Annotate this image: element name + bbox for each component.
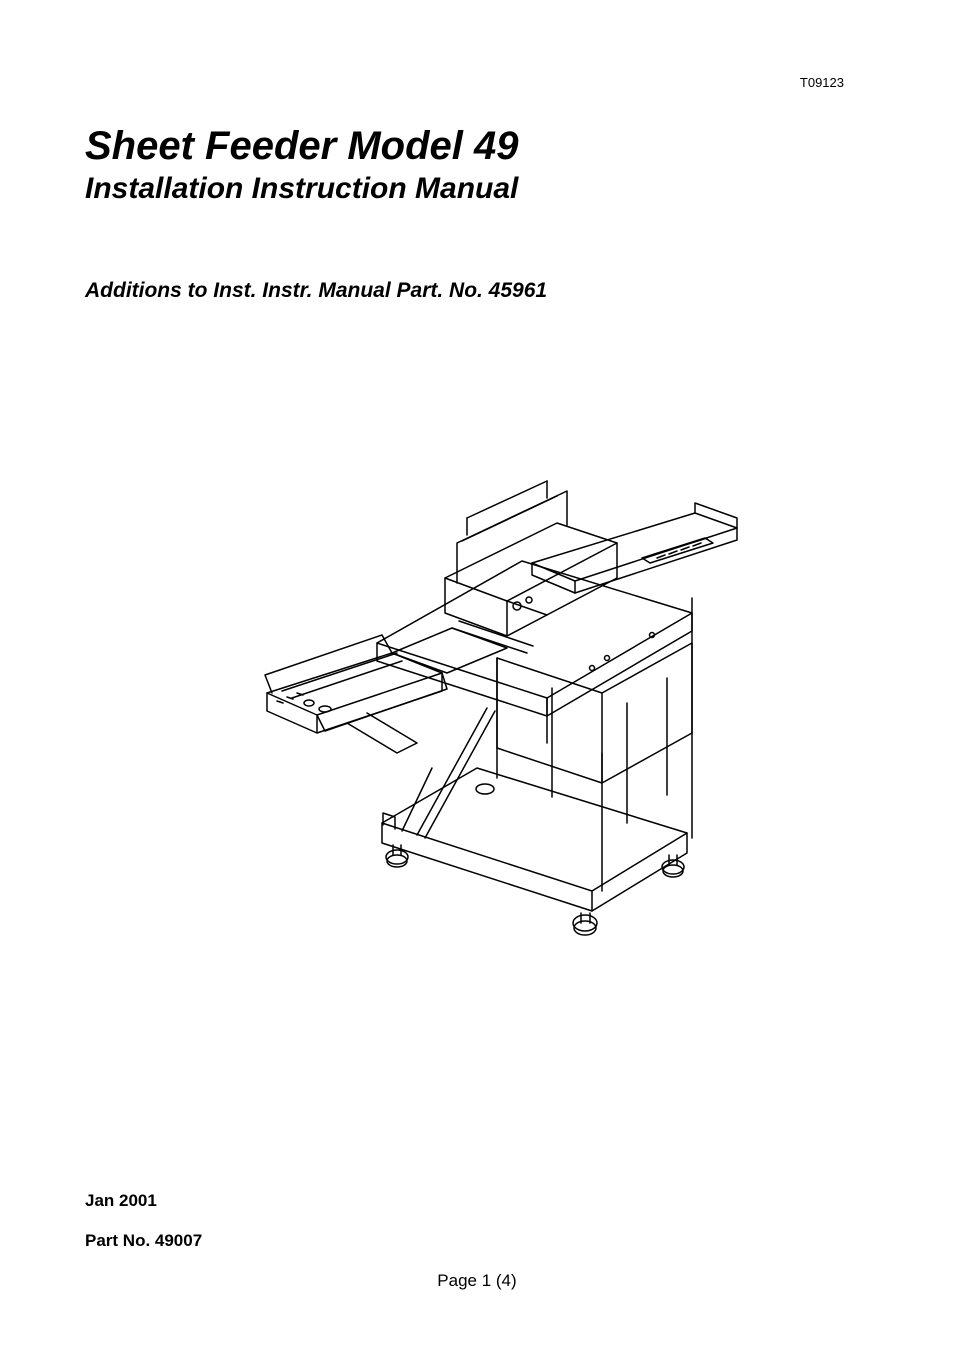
additions-reference: Additions to Inst. Instr. Manual Part. N… bbox=[85, 279, 869, 303]
machine-illustration bbox=[85, 443, 869, 963]
part-number: Part No. 49007 bbox=[85, 1231, 202, 1251]
page-subtitle: Installation Instruction Manual bbox=[85, 171, 869, 207]
page-number: Page 1 (4) bbox=[0, 1271, 954, 1291]
sheet-feeder-drawing-icon bbox=[197, 443, 757, 963]
page-title: Sheet Feeder Model 49 bbox=[85, 123, 869, 169]
document-code: T09123 bbox=[800, 75, 844, 90]
issue-date: Jan 2001 bbox=[85, 1191, 157, 1211]
document-page: T09123 Sheet Feeder Model 49 Installatio… bbox=[0, 0, 954, 1351]
